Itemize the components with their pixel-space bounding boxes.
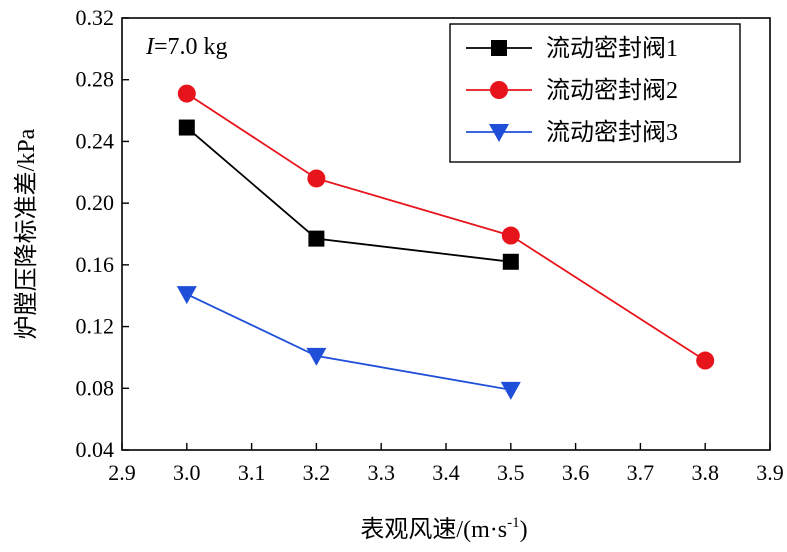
series-2-point — [696, 351, 715, 370]
y-tick-label: 0.04 — [76, 437, 115, 462]
series-2-line — [186, 92, 706, 362]
x-tick-label: 3.7 — [627, 460, 655, 485]
legend-item-1: 流动密封阀1 — [466, 35, 678, 62]
x-tick-label: 3.4 — [432, 460, 460, 485]
series-3-point — [306, 347, 327, 366]
annotation-text: I=7.0 kg — [145, 34, 228, 60]
series-1 — [178, 119, 519, 270]
legend-items: 流动密封阀1 流动密封阀2 流动密封阀3 — [466, 35, 678, 146]
x-axis-title-close: ) — [520, 517, 528, 543]
series-1-point — [502, 253, 519, 270]
legend: 流动密封阀1 流动密封阀2 流动密封阀3 — [449, 23, 741, 163]
series-2 — [177, 84, 715, 370]
y-axis-title: 炉膛压降标准差/kPa — [13, 128, 40, 339]
x-tick-label: 3.0 — [173, 460, 201, 485]
series-2-point — [177, 84, 196, 103]
series-3-line — [186, 293, 511, 391]
x-tick-label: 3.1 — [238, 460, 266, 485]
x-tick-label: 3.2 — [303, 460, 331, 485]
legend-marker — [490, 81, 508, 99]
x-tick-label: 2.9 — [108, 460, 136, 485]
x-tick-label: 3.3 — [367, 460, 395, 485]
series-2-point — [501, 226, 520, 245]
x-axis-title-sup: -1 — [507, 515, 520, 531]
y-tick-label: 0.28 — [76, 67, 115, 92]
legend-label: 流动密封阀1 — [546, 35, 678, 62]
x-tick-label: 3.5 — [497, 460, 525, 485]
y-tick-label: 0.32 — [76, 5, 115, 30]
legend-item-3: 流动密封阀3 — [466, 119, 678, 146]
x-tick-label: 3.8 — [691, 460, 719, 485]
y-tick-label: 0.12 — [76, 314, 115, 339]
series-3-point — [176, 286, 197, 305]
y-tick-label: 0.24 — [76, 128, 115, 153]
axis-ticks: 2.9 3.0 3.1 3.2 3.3 3.4 3.5 3.6 3.7 3.8 3.9 0.04 0.0… — [76, 5, 784, 485]
legend-label: 流动密封阀3 — [546, 119, 678, 146]
x-axis-title: 表观风速/(m·s-1) — [360, 515, 527, 543]
series-layer — [176, 84, 715, 400]
x-tick-label: 3.6 — [562, 460, 590, 485]
legend-item-2: 流动密封阀2 — [466, 77, 678, 104]
legend-marker — [491, 40, 507, 56]
legend-marker — [489, 124, 509, 142]
x-tick-label: 3.9 — [756, 460, 784, 485]
y-tick-label: 0.16 — [76, 252, 115, 277]
x-axis-title-main: 表观风速/(m·s — [360, 516, 507, 543]
series-3-point — [500, 381, 521, 400]
legend-label: 流动密封阀2 — [546, 77, 678, 104]
y-tick-label: 0.20 — [76, 190, 115, 215]
annotation-var: I — [145, 34, 155, 60]
y-tick-label: 0.08 — [76, 375, 115, 400]
annotation-rest: =7.0 kg — [154, 34, 228, 60]
series-2-point — [307, 169, 326, 188]
series-1-point — [178, 119, 195, 136]
plot-area: 2.9 3.0 3.1 3.2 3.3 3.4 3.5 3.6 3.7 3.8 3.9 0.04 0.0… — [76, 5, 784, 485]
series-1-point — [308, 230, 325, 247]
series-3 — [176, 286, 521, 400]
